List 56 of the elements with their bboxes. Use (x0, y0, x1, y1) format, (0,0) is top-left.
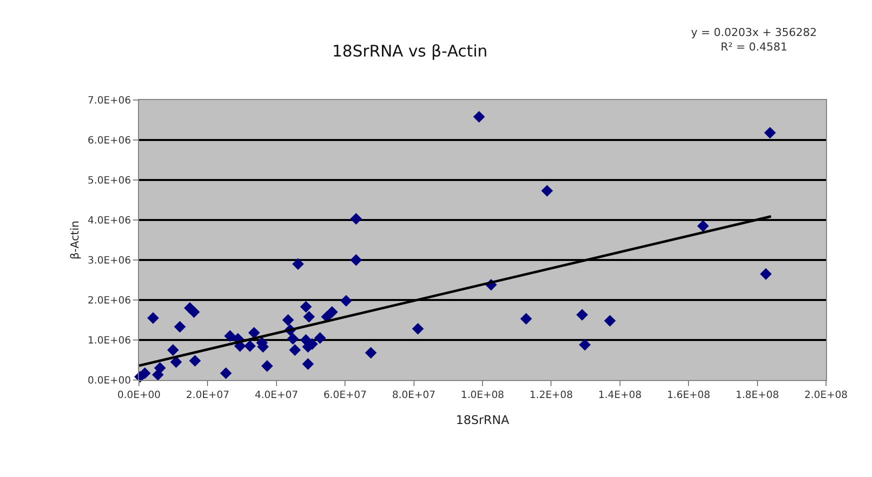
point (261, 360, 273, 372)
y-tick-label: 6.0E+06 (88, 136, 131, 146)
point (576, 308, 588, 321)
point (303, 310, 315, 323)
point (314, 332, 326, 344)
point (289, 344, 301, 356)
point (188, 306, 200, 318)
x-tick-label: 4.0E+07 (254, 390, 298, 401)
point (541, 184, 553, 197)
point (189, 354, 201, 367)
y-tick-label: 2.0E+06 (88, 296, 131, 306)
point (302, 358, 314, 370)
x-tick-label: 6.0E+07 (323, 390, 367, 401)
y-tick-label: 4.0E+06 (88, 216, 131, 226)
point (248, 326, 260, 339)
point (244, 340, 256, 352)
point (350, 254, 362, 266)
point (350, 212, 362, 225)
y-tick-label: 3.0E+06 (88, 256, 131, 266)
point (300, 300, 312, 313)
text: y = 0.0203x + 356282 R² = 0.4581 (691, 26, 817, 54)
x-tick-label: 1.6E+08 (666, 390, 710, 401)
point (764, 126, 776, 139)
point (520, 312, 532, 325)
y-axis-title: β-Actin (68, 220, 82, 260)
point (292, 258, 304, 270)
chart-title: 18SrRNA vs β-Actin (332, 42, 488, 61)
point (697, 220, 709, 232)
y-tick-label: 0.0E+00 (88, 376, 131, 386)
point (287, 332, 299, 345)
point (224, 330, 236, 342)
point (760, 268, 772, 280)
point (365, 346, 377, 359)
point (340, 294, 352, 307)
x-tick-label: 0.0E+00 (117, 390, 161, 401)
point (147, 312, 159, 324)
y-tick-label: 1.0E+06 (88, 336, 131, 346)
y-tick-label: 5.0E+06 (88, 176, 131, 186)
y-tick-label: 7.0E+06 (88, 96, 131, 106)
x-tick-label: 1.4E+08 (598, 390, 642, 401)
x-axis-title: 18SrRNA (456, 412, 510, 427)
point (170, 356, 182, 368)
point (412, 322, 424, 335)
x-tick-label: 2.0E+08 (804, 390, 848, 401)
point (604, 314, 616, 327)
x-tick-label: 2.0E+07 (186, 390, 230, 401)
x-tick-label: 1.8E+08 (736, 390, 779, 401)
x-tick-label: 1.0E+08 (460, 390, 504, 401)
point (282, 314, 294, 326)
point (473, 110, 485, 123)
point (174, 320, 186, 333)
point (220, 367, 232, 380)
x-tick-label: 8.0E+07 (392, 390, 436, 401)
point (579, 338, 591, 351)
point (167, 344, 179, 356)
x-tick-label: 1.2E+08 (530, 390, 573, 401)
